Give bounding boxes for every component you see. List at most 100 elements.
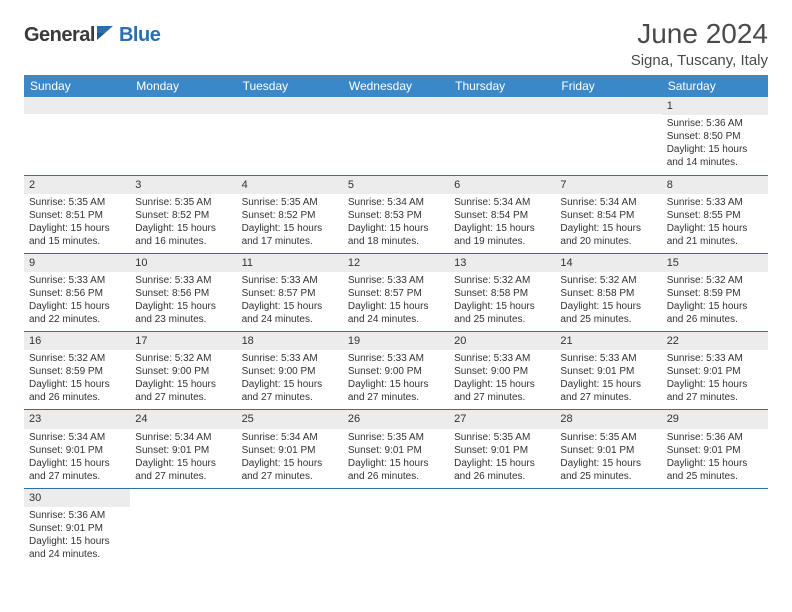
day-info-line: Daylight: 15 hours: [560, 300, 656, 313]
calendar-day-cell: 3Sunrise: 5:35 AMSunset: 8:52 PMDaylight…: [130, 175, 236, 253]
day-info-line: Sunrise: 5:32 AM: [29, 352, 125, 365]
day-info-line: Sunrise: 5:34 AM: [454, 196, 550, 209]
day-info-line: Sunset: 9:01 PM: [667, 444, 763, 457]
calendar-day-cell: 30Sunrise: 5:36 AMSunset: 9:01 PMDayligh…: [24, 488, 130, 566]
calendar-day-cell: 5Sunrise: 5:34 AMSunset: 8:53 PMDaylight…: [343, 175, 449, 253]
day-number: 27: [449, 410, 555, 428]
day-info-line: and 27 minutes.: [560, 391, 656, 404]
calendar-day-cell: [237, 488, 343, 566]
day-info-line: and 21 minutes.: [667, 235, 763, 248]
day-info-line: and 23 minutes.: [135, 313, 231, 326]
calendar-day-cell: 26Sunrise: 5:35 AMSunset: 9:01 PMDayligh…: [343, 410, 449, 488]
day-info-line: Sunrise: 5:33 AM: [242, 352, 338, 365]
calendar-day-cell: 17Sunrise: 5:32 AMSunset: 9:00 PMDayligh…: [130, 332, 236, 410]
calendar-day-cell: 18Sunrise: 5:33 AMSunset: 9:00 PMDayligh…: [237, 332, 343, 410]
day-info-line: Sunset: 9:01 PM: [242, 444, 338, 457]
day-info-line: Sunrise: 5:36 AM: [667, 431, 763, 444]
day-info-line: Sunrise: 5:35 AM: [29, 196, 125, 209]
calendar-day-cell: 12Sunrise: 5:33 AMSunset: 8:57 PMDayligh…: [343, 253, 449, 331]
day-info-line: Daylight: 15 hours: [560, 378, 656, 391]
day-info-line: Daylight: 15 hours: [242, 457, 338, 470]
day-info-line: Daylight: 15 hours: [454, 378, 550, 391]
day-info-line: and 15 minutes.: [29, 235, 125, 248]
day-info-line: and 25 minutes.: [667, 470, 763, 483]
title-block: June 2024 Signa, Tuscany, Italy: [631, 18, 768, 69]
weekday-header: Wednesday: [343, 75, 449, 97]
day-number: 25: [237, 410, 343, 428]
logo-text-general: General: [24, 24, 95, 47]
calendar-day-cell: 16Sunrise: 5:32 AMSunset: 8:59 PMDayligh…: [24, 332, 130, 410]
day-info-line: and 26 minutes.: [348, 470, 444, 483]
day-info-line: Daylight: 15 hours: [454, 457, 550, 470]
day-info-line: Daylight: 15 hours: [348, 300, 444, 313]
logo: General Blue: [24, 18, 160, 47]
day-info-line: and 22 minutes.: [29, 313, 125, 326]
calendar-day-cell: 22Sunrise: 5:33 AMSunset: 9:01 PMDayligh…: [662, 332, 768, 410]
calendar-day-cell: [662, 488, 768, 566]
day-info-line: Sunset: 9:01 PM: [135, 444, 231, 457]
day-info-line: Daylight: 15 hours: [135, 222, 231, 235]
day-info-line: Sunset: 9:00 PM: [454, 365, 550, 378]
day-info-line: Sunrise: 5:32 AM: [667, 274, 763, 287]
day-info-line: Sunrise: 5:36 AM: [667, 117, 763, 130]
day-info-line: Sunrise: 5:34 AM: [29, 431, 125, 444]
day-info-line: Daylight: 15 hours: [667, 300, 763, 313]
day-info-line: Sunrise: 5:33 AM: [667, 352, 763, 365]
calendar-day-cell: 29Sunrise: 5:36 AMSunset: 9:01 PMDayligh…: [662, 410, 768, 488]
calendar-day-cell: 1Sunrise: 5:36 AMSunset: 8:50 PMDaylight…: [662, 97, 768, 175]
day-info-line: Sunset: 8:55 PM: [667, 209, 763, 222]
day-info-line: Daylight: 15 hours: [348, 457, 444, 470]
calendar-day-cell: 27Sunrise: 5:35 AMSunset: 9:01 PMDayligh…: [449, 410, 555, 488]
day-info-line: and 24 minutes.: [29, 548, 125, 561]
day-info-line: Sunrise: 5:33 AM: [667, 196, 763, 209]
day-info-line: Sunset: 8:58 PM: [560, 287, 656, 300]
day-info-line: and 26 minutes.: [29, 391, 125, 404]
day-info-line: and 25 minutes.: [560, 470, 656, 483]
day-number: 2: [24, 176, 130, 194]
calendar-day-cell: 6Sunrise: 5:34 AMSunset: 8:54 PMDaylight…: [449, 175, 555, 253]
calendar-day-cell: 15Sunrise: 5:32 AMSunset: 8:59 PMDayligh…: [662, 253, 768, 331]
day-info-line: Daylight: 15 hours: [560, 457, 656, 470]
day-info-line: Sunset: 8:59 PM: [667, 287, 763, 300]
day-info-line: and 27 minutes.: [348, 391, 444, 404]
day-info-line: Sunset: 8:57 PM: [348, 287, 444, 300]
day-info-line: Sunset: 9:01 PM: [560, 365, 656, 378]
day-info-line: Sunset: 8:59 PM: [29, 365, 125, 378]
day-number: 3: [130, 176, 236, 194]
day-info-line: Daylight: 15 hours: [29, 378, 125, 391]
calendar-body: 1Sunrise: 5:36 AMSunset: 8:50 PMDaylight…: [24, 97, 768, 566]
header: General Blue June 2024 Signa, Tuscany, I…: [24, 18, 768, 69]
day-info-line: Sunset: 8:58 PM: [454, 287, 550, 300]
calendar-day-cell: [24, 97, 130, 175]
day-info-line: Daylight: 15 hours: [242, 300, 338, 313]
day-info-line: Sunrise: 5:33 AM: [242, 274, 338, 287]
weekday-header: Tuesday: [237, 75, 343, 97]
day-info-line: Sunrise: 5:33 AM: [29, 274, 125, 287]
day-info-line: Sunset: 9:01 PM: [560, 444, 656, 457]
day-number: 24: [130, 410, 236, 428]
day-number: 8: [662, 176, 768, 194]
day-info-line: Daylight: 15 hours: [348, 378, 444, 391]
day-info-line: Sunrise: 5:33 AM: [454, 352, 550, 365]
day-number: 10: [130, 254, 236, 272]
calendar-week-row: 2Sunrise: 5:35 AMSunset: 8:51 PMDaylight…: [24, 175, 768, 253]
calendar-week-row: 16Sunrise: 5:32 AMSunset: 8:59 PMDayligh…: [24, 332, 768, 410]
day-info-line: and 27 minutes.: [135, 470, 231, 483]
day-info-line: and 24 minutes.: [348, 313, 444, 326]
calendar-day-cell: 10Sunrise: 5:33 AMSunset: 8:56 PMDayligh…: [130, 253, 236, 331]
day-info-line: and 26 minutes.: [454, 470, 550, 483]
day-info-line: Daylight: 15 hours: [135, 378, 231, 391]
day-info-line: Sunrise: 5:36 AM: [29, 509, 125, 522]
day-info-line: Sunrise: 5:34 AM: [560, 196, 656, 209]
calendar-day-cell: [237, 97, 343, 175]
calendar-day-cell: 28Sunrise: 5:35 AMSunset: 9:01 PMDayligh…: [555, 410, 661, 488]
day-number: 26: [343, 410, 449, 428]
day-info-line: Daylight: 15 hours: [454, 222, 550, 235]
calendar-day-cell: 8Sunrise: 5:33 AMSunset: 8:55 PMDaylight…: [662, 175, 768, 253]
weekday-header-row: SundayMondayTuesdayWednesdayThursdayFrid…: [24, 75, 768, 97]
day-info-line: and 16 minutes.: [135, 235, 231, 248]
day-number: 4: [237, 176, 343, 194]
day-info-line: Sunset: 8:50 PM: [667, 130, 763, 143]
day-number: 18: [237, 332, 343, 350]
location-subtitle: Signa, Tuscany, Italy: [631, 52, 768, 69]
